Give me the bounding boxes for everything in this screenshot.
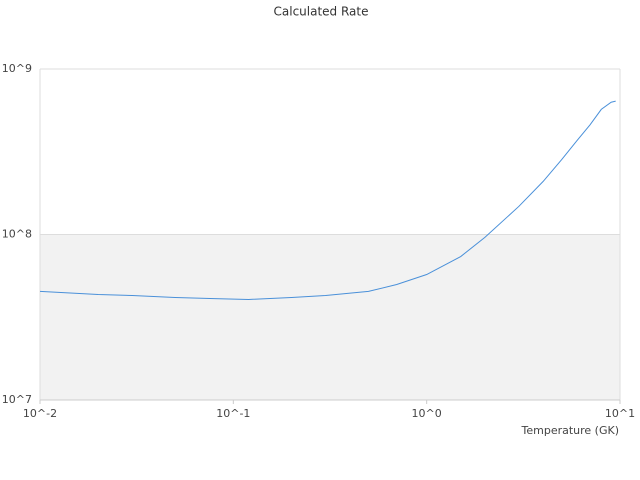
x-axis-label: Temperature (GK) xyxy=(521,424,620,437)
x-tick-label: 10^1 xyxy=(605,407,635,420)
x-tick-label: 10^0 xyxy=(412,407,442,420)
chart-title: Calculated Rate xyxy=(274,5,369,19)
x-tick-label: 10^-1 xyxy=(216,407,250,420)
grid-band xyxy=(40,234,620,400)
x-tick-label: 10^-2 xyxy=(23,407,57,420)
y-tick-label: 10^8 xyxy=(2,228,32,241)
y-tick-label: 10^7 xyxy=(2,393,32,406)
data-line xyxy=(39,100,616,300)
y-tick-label: 10^9 xyxy=(2,62,32,75)
